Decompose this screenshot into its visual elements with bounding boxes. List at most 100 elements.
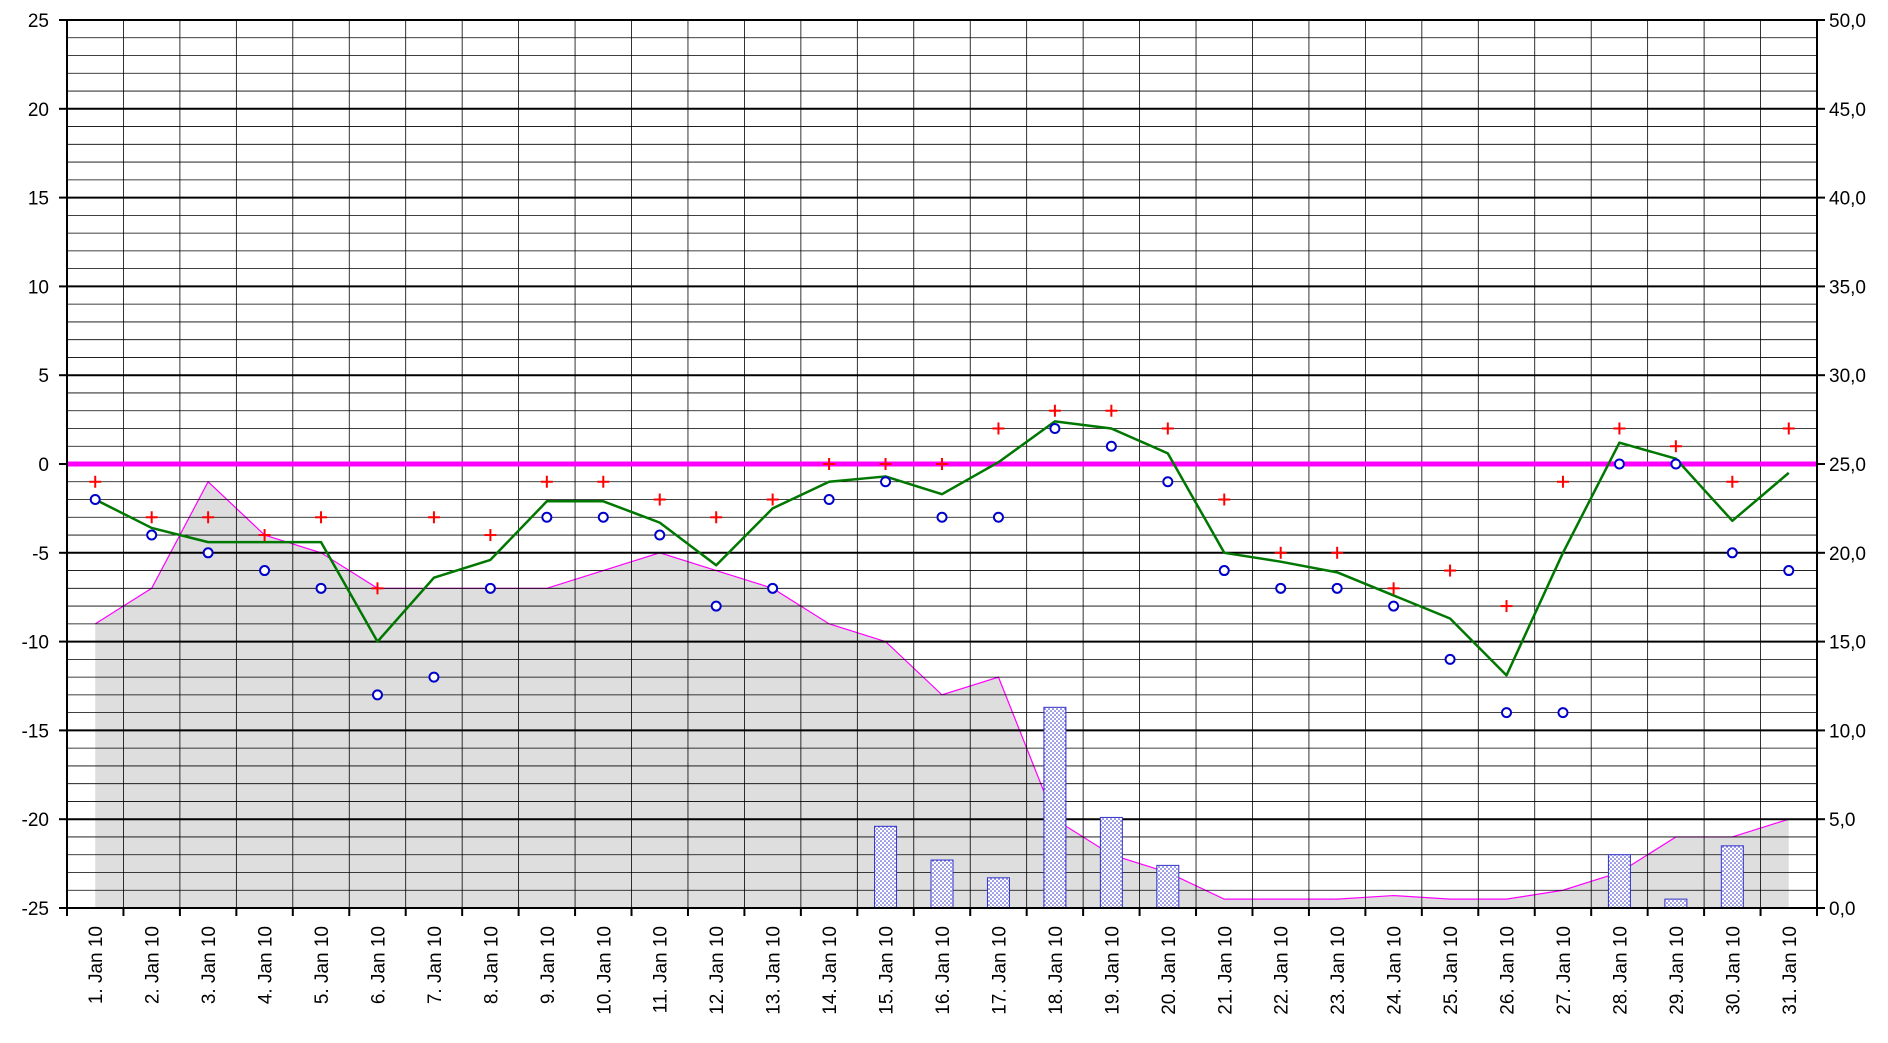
x-tick-label: 12. Jan 10 xyxy=(707,926,728,1015)
y-left-tick-label: -25 xyxy=(22,899,49,920)
min-temp-marker xyxy=(1275,582,1287,594)
x-tick-label: 1. Jan 10 xyxy=(86,926,107,1004)
y-right-tick-label: 30,0 xyxy=(1829,366,1866,387)
x-tick-label: 3. Jan 10 xyxy=(199,926,220,1004)
x-tick-label: 26. Jan 10 xyxy=(1498,926,1519,1015)
x-tick-label: 14. Jan 10 xyxy=(820,926,841,1015)
min-temp-marker xyxy=(315,582,327,594)
min-temp-marker xyxy=(1726,547,1738,559)
x-tick-label: 15. Jan 10 xyxy=(877,926,898,1015)
precip-bar xyxy=(1720,845,1744,909)
max-temp-marker xyxy=(766,493,779,506)
y-right-tick-label: 5,0 xyxy=(1829,810,1855,831)
x-tick-label: 20. Jan 10 xyxy=(1159,926,1180,1015)
min-temp-marker xyxy=(597,511,609,523)
max-temp-marker xyxy=(823,458,836,470)
max-temp-marker xyxy=(1500,600,1513,613)
precip-bar xyxy=(1099,816,1123,909)
max-temp-marker xyxy=(540,475,553,488)
y-right-tick-label: 20,0 xyxy=(1829,544,1866,565)
y-left-tick-label: 5 xyxy=(38,366,49,387)
min-temp-marker xyxy=(710,600,722,612)
min-temp-marker xyxy=(1670,458,1682,470)
x-tick-label: 27. Jan 10 xyxy=(1554,926,1575,1015)
y-left-tick-label: 15 xyxy=(28,189,49,210)
x-tick-label: 13. Jan 10 xyxy=(764,926,785,1015)
min-temp-marker xyxy=(146,529,158,541)
min-temp-marker xyxy=(654,529,666,541)
y-left-tick-label: -15 xyxy=(22,721,49,742)
precip-bar xyxy=(1043,706,1067,909)
precip-bar xyxy=(1156,864,1180,909)
precip-bar xyxy=(874,825,898,909)
y-left-tick-label: 10 xyxy=(28,277,49,298)
precip-bar xyxy=(1664,898,1688,909)
min-temp-marker xyxy=(1557,707,1569,719)
max-temp-marker xyxy=(202,511,215,524)
x-tick-label: 9. Jan 10 xyxy=(538,926,559,1004)
x-tick-label: 22. Jan 10 xyxy=(1272,926,1293,1015)
x-tick-label: 19. Jan 10 xyxy=(1102,926,1123,1015)
max-temp-marker xyxy=(1387,582,1400,595)
max-temp-marker xyxy=(1613,422,1626,435)
min-temp-marker xyxy=(541,511,553,523)
y-left-tick-label: -20 xyxy=(22,810,49,831)
x-tick-label: 21. Jan 10 xyxy=(1215,926,1236,1015)
max-temp-marker xyxy=(1161,422,1174,435)
max-temp-marker xyxy=(1048,404,1061,417)
max-temp-marker xyxy=(879,458,892,470)
y-right-tick-label: 25,0 xyxy=(1829,455,1866,476)
min-temp-marker xyxy=(880,476,892,488)
precip-bar xyxy=(930,859,954,909)
y-left-tick-label: 20 xyxy=(28,100,49,121)
max-temp-marker xyxy=(258,529,271,542)
precip-bar xyxy=(986,877,1010,909)
x-tick-label: 7. Jan 10 xyxy=(425,926,446,1004)
y-left-tick-label: 25 xyxy=(28,11,49,32)
min-temp-marker xyxy=(1218,565,1230,577)
min-temp-marker xyxy=(823,494,835,506)
x-tick-label: 11. Jan 10 xyxy=(651,926,672,1013)
max-temp-marker xyxy=(1726,475,1739,488)
y-right-tick-label: 10,0 xyxy=(1829,721,1866,742)
min-temp-marker xyxy=(484,582,496,594)
x-tick-label: 10. Jan 10 xyxy=(594,926,615,1015)
x-tick-label: 2. Jan 10 xyxy=(143,926,164,1004)
max-temp-marker xyxy=(653,493,666,506)
min-temp-marker xyxy=(1444,653,1456,665)
max-temp-marker xyxy=(710,511,723,524)
max-temp-marker xyxy=(315,511,328,524)
precip-bar xyxy=(1607,854,1631,909)
min-temp-marker xyxy=(1783,565,1795,577)
x-tick-label: 8. Jan 10 xyxy=(481,926,502,1004)
min-temp-marker xyxy=(428,671,440,683)
x-tick-label: 28. Jan 10 xyxy=(1610,926,1631,1015)
y-right-tick-label: 15,0 xyxy=(1829,633,1866,654)
max-temp-marker xyxy=(1669,440,1682,453)
y-right-tick-label: 40,0 xyxy=(1829,189,1866,210)
min-temp-marker xyxy=(259,565,271,577)
y-right-tick-label: 50,0 xyxy=(1829,11,1866,32)
y-right-tick-label: 0,0 xyxy=(1829,899,1855,920)
max-temp-marker xyxy=(145,511,158,524)
x-tick-label: 6. Jan 10 xyxy=(368,926,389,1004)
min-temp-marker xyxy=(1613,458,1625,470)
min-temp-marker xyxy=(1162,476,1174,488)
line-layer xyxy=(94,420,1790,677)
x-tick-label: 30. Jan 10 xyxy=(1723,926,1744,1015)
min-temp-marker xyxy=(1049,422,1061,434)
tick-label-layer: 25 20 15 10 5 0 -5 -10 -15 -20 -25 50,0 45,0 40,0 35,0… xyxy=(22,11,1866,1015)
max-temp-marker xyxy=(1444,564,1457,577)
max-temp-marker xyxy=(1105,404,1118,417)
y-left-tick-label: 0 xyxy=(38,455,49,476)
max-temp-marker xyxy=(936,458,948,470)
min-temp-marker xyxy=(1501,707,1513,719)
max-temp-marker xyxy=(1274,546,1287,559)
mean-temp-line xyxy=(94,420,1790,677)
max-temp-marker xyxy=(1556,475,1569,488)
y-left-tick-label: -10 xyxy=(22,633,49,654)
x-tick-label: 29. Jan 10 xyxy=(1667,926,1688,1015)
min-temp-marker xyxy=(992,511,1004,523)
max-temp-marker xyxy=(427,511,440,524)
max-temp-marker xyxy=(597,475,610,488)
